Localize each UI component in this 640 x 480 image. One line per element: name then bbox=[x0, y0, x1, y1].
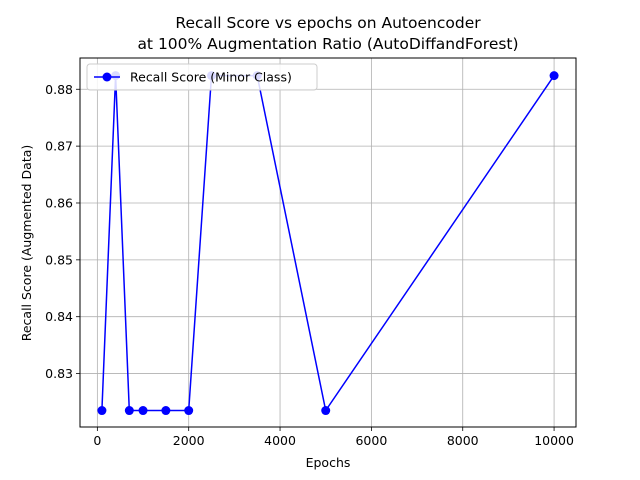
x-tick-label: 4000 bbox=[264, 433, 296, 448]
data-point bbox=[184, 406, 194, 416]
legend-marker bbox=[102, 72, 112, 82]
plot-area-frame bbox=[79, 57, 577, 428]
grid bbox=[80, 58, 576, 427]
y-tick-label: 0.88 bbox=[45, 82, 73, 97]
x-tick-label: 8000 bbox=[447, 433, 479, 448]
y-tick-label: 0.86 bbox=[45, 195, 73, 210]
data-point bbox=[138, 406, 148, 416]
y-tick-label: 0.83 bbox=[45, 366, 73, 381]
legend: Recall Score (Minor Class) bbox=[86, 63, 318, 91]
series-line bbox=[101, 74, 555, 412]
data-point bbox=[321, 406, 331, 416]
y-tick-label: 0.87 bbox=[45, 139, 73, 154]
x-tick-label: 0 bbox=[93, 433, 101, 448]
data-point bbox=[124, 406, 134, 416]
x-tick-label: 6000 bbox=[355, 433, 387, 448]
y-axis-label: Recall Score (Augmented Data) bbox=[19, 145, 34, 342]
data-point bbox=[161, 406, 171, 416]
x-tick-label: 10000 bbox=[534, 433, 574, 448]
x-tick-label: 2000 bbox=[173, 433, 205, 448]
y-tick-label: 0.84 bbox=[45, 309, 73, 324]
y-tick-label: 0.85 bbox=[45, 252, 73, 267]
x-axis-label: Epochs bbox=[306, 455, 351, 470]
legend-label: Recall Score (Minor Class) bbox=[130, 70, 292, 85]
data-point bbox=[549, 71, 559, 81]
data-point bbox=[97, 406, 107, 416]
axis-ticks: 0 2000 4000 6000 8000 10000 0.83 0.84 0.85 0.86 0.… bbox=[45, 82, 574, 448]
chart-title-line-1: Recall Score vs epochs on Autoencoder bbox=[175, 14, 481, 32]
chart-title-line-2: at 100% Augmentation Ratio (AutoDiffandF… bbox=[137, 35, 518, 53]
legend-box bbox=[86, 63, 318, 91]
